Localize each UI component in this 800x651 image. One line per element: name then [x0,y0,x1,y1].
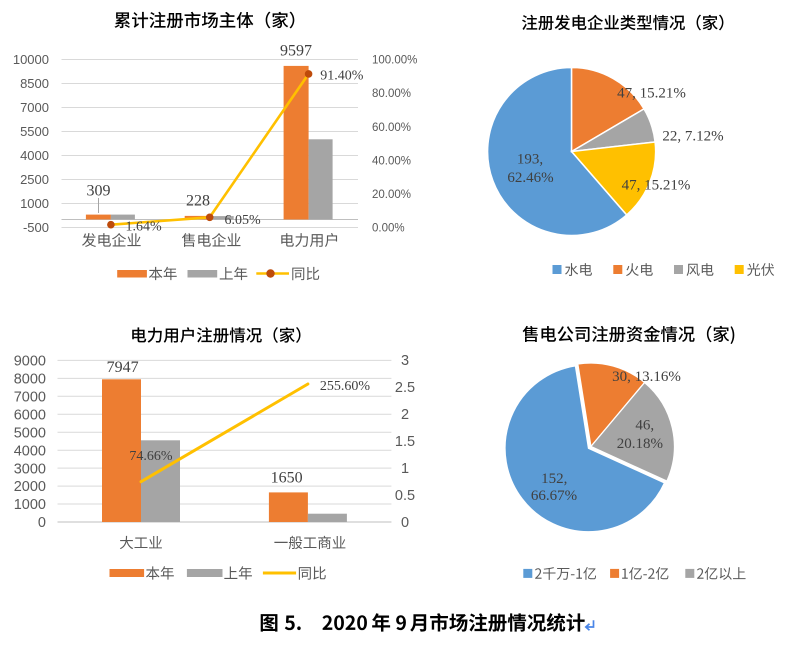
svg-text:3000: 3000 [14,461,46,477]
svg-text:1000: 1000 [20,196,49,211]
svg-text:47, 15.21%: 47, 15.21% [617,85,686,101]
svg-text:1000: 1000 [14,497,46,513]
svg-text:60.00%: 60.00% [372,122,411,134]
svg-text:2: 2 [401,407,409,423]
svg-text:10000: 10000 [13,52,49,67]
svg-text:0.5: 0.5 [395,488,415,504]
svg-text:46,: 46, [635,417,654,433]
svg-text:1.64%: 1.64% [126,220,163,235]
svg-text:80.00%: 80.00% [372,88,411,100]
svg-text:0.00%: 0.00% [372,223,405,235]
svg-text:5000: 5000 [14,425,46,441]
svg-text:1: 1 [401,461,409,477]
svg-text:8000: 8000 [14,372,46,388]
svg-text:4000: 4000 [14,443,46,459]
svg-text:5500: 5500 [20,124,49,139]
svg-text:40.00%: 40.00% [372,155,411,167]
svg-text:9000: 9000 [14,354,46,370]
svg-text:30, 13.16%: 30, 13.16% [612,369,681,385]
svg-text:62.46%: 62.46% [507,170,553,186]
svg-text:1.5: 1.5 [395,434,415,450]
svg-text:22, 7.12%: 22, 7.12% [662,128,723,144]
svg-text:255.60%: 255.60% [320,379,371,394]
svg-text:0: 0 [38,515,46,531]
svg-text:309: 309 [87,183,111,200]
svg-text:47, 15.21%: 47, 15.21% [622,177,691,193]
svg-text:3: 3 [401,353,409,369]
svg-text:-500: -500 [23,220,49,235]
svg-text:228: 228 [186,193,210,210]
svg-text:20.18%: 20.18% [617,436,663,452]
svg-text:100.00%: 100.00% [372,55,417,67]
svg-text:7000: 7000 [20,100,49,115]
svg-text:74.66%: 74.66% [129,449,173,464]
svg-text:2000: 2000 [14,479,46,495]
svg-text:0: 0 [401,515,409,531]
svg-text:2500: 2500 [20,172,49,187]
svg-text:7947: 7947 [107,359,139,376]
svg-text:152,: 152, [541,471,567,487]
svg-text:66.67%: 66.67% [531,488,577,504]
svg-text:7000: 7000 [14,390,46,406]
svg-text:20.00%: 20.00% [372,189,411,201]
svg-text:6000: 6000 [14,407,46,423]
svg-text:91.40%: 91.40% [320,69,364,84]
svg-text:6.05%: 6.05% [225,213,262,228]
svg-text:2.5: 2.5 [395,380,415,396]
svg-text:193,: 193, [517,151,543,167]
svg-text:8500: 8500 [20,76,49,91]
svg-text:9597: 9597 [280,43,312,60]
svg-text:1650: 1650 [271,470,303,487]
svg-text:4000: 4000 [20,148,49,163]
